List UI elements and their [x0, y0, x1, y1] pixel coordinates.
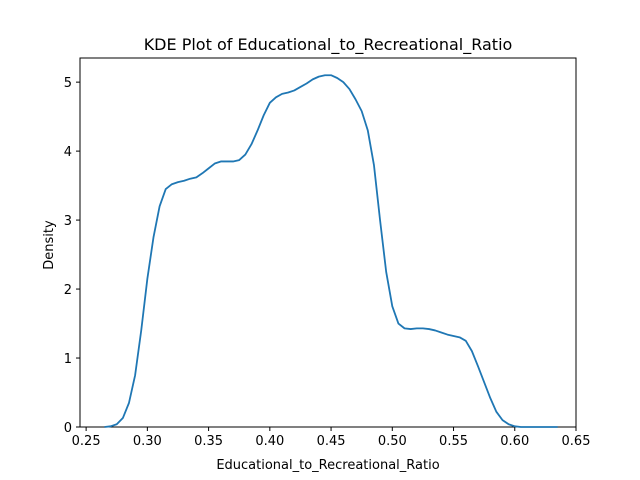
x-axis-label: Educational_to_Recreational_Ratio	[216, 458, 439, 473]
y-tick-label: 0	[64, 421, 72, 436]
y-axis: 0 1 2 3 4 5	[64, 76, 80, 436]
y-tick-label: 2	[64, 283, 72, 298]
x-tick-label: 0.45	[317, 434, 346, 449]
chart-title: KDE Plot of Educational_to_Recreational_…	[144, 35, 513, 55]
y-axis-label: Density	[42, 220, 57, 270]
x-tick-label: 0.55	[439, 434, 468, 449]
x-tick-label: 0.40	[255, 434, 284, 449]
x-tick-label: 0.35	[194, 434, 223, 449]
x-tick-label: 0.65	[562, 434, 591, 449]
x-tick-label: 0.50	[378, 434, 407, 449]
x-tick-label: 0.25	[72, 434, 101, 449]
kde-curve-line	[104, 74, 558, 428]
x-axis: 0.25 0.30 0.35 0.40 0.45 0.50 0.55 0.60 0.65	[72, 427, 591, 449]
x-tick-label: 0.60	[500, 434, 529, 449]
y-tick-label: 5	[64, 76, 72, 91]
plot-frame	[79, 57, 577, 428]
y-tick-label: 4	[64, 145, 72, 160]
x-tick-label: 0.30	[133, 434, 162, 449]
y-tick-label: 1	[64, 352, 72, 367]
y-tick-label: 3	[64, 214, 72, 229]
